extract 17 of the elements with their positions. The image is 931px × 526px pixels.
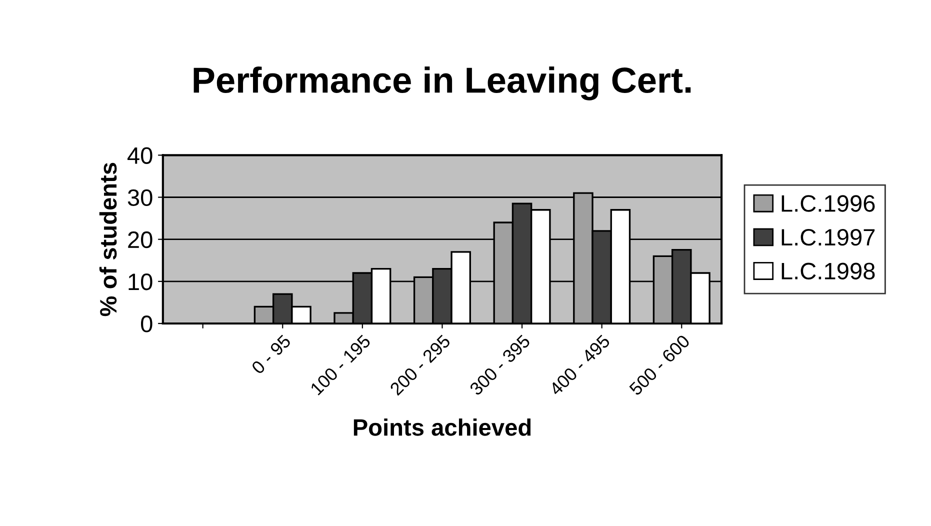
y-axis-title: % of students: [99, 162, 117, 316]
legend-label: L.C.1996: [782, 195, 875, 212]
y-tick-label: 10: [128, 273, 152, 290]
x-tick-label: 200 - 295: [389, 334, 452, 396]
x-tick-label: 500 - 600: [628, 334, 691, 396]
y-tick-label: 0: [140, 316, 152, 332]
legend-label: L.C.1997: [782, 228, 875, 246]
x-tick-label: 400 - 495: [548, 334, 611, 396]
y-tick-label: 20: [128, 231, 152, 248]
legend-label: L.C.1998: [782, 262, 875, 280]
y-tick-label: 40: [127, 147, 152, 164]
x-tick-label: 300 - 395: [468, 334, 531, 396]
x-tick-label: 0 - 95: [250, 334, 292, 375]
x-axis-title: Points achieved: [354, 418, 531, 436]
x-tick-label: 100 - 195: [310, 334, 372, 396]
chart-title: Performance in Leaving Cert.: [194, 66, 691, 100]
y-tick-label: 30: [128, 189, 152, 206]
